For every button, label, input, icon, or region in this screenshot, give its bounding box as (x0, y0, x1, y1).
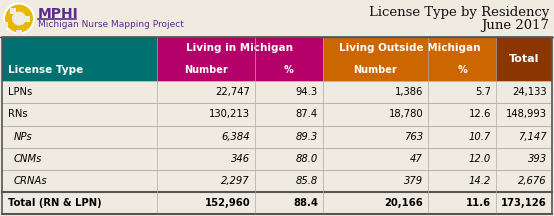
Text: 24,133: 24,133 (512, 87, 547, 97)
Bar (323, 59, 428, 81)
Text: 2,676: 2,676 (519, 176, 547, 186)
Bar (157, 37, 323, 59)
Bar (10, 8, 16, 13)
Text: 7,147: 7,147 (519, 132, 547, 141)
Text: Living in Michigan: Living in Michigan (187, 43, 294, 53)
Text: 393: 393 (528, 154, 547, 164)
Text: 346: 346 (231, 154, 250, 164)
Text: LPNs: LPNs (8, 87, 32, 97)
Bar (2, 37, 552, 214)
Bar (24, 16, 30, 22)
Bar (0, 0, 554, 37)
Text: 152,960: 152,960 (204, 198, 250, 208)
Text: Number: Number (184, 65, 228, 75)
Bar (323, 37, 496, 59)
Text: Living Outside Michigan: Living Outside Michigan (338, 43, 480, 53)
Text: 85.8: 85.8 (296, 176, 318, 186)
Circle shape (4, 3, 34, 33)
Text: License Type: License Type (8, 65, 83, 75)
Text: 20,166: 20,166 (384, 198, 423, 208)
Bar (157, 59, 255, 81)
Text: 2,297: 2,297 (222, 176, 250, 186)
Text: 10.7: 10.7 (469, 132, 491, 141)
Bar (2, 170, 552, 192)
Text: %: % (457, 65, 467, 75)
Text: 173,126: 173,126 (501, 198, 547, 208)
Text: 148,993: 148,993 (506, 110, 547, 119)
Text: %: % (284, 65, 294, 75)
Bar (2, 37, 157, 81)
Text: MPHI: MPHI (38, 8, 79, 22)
Text: NPs: NPs (14, 132, 33, 141)
Text: 12.0: 12.0 (469, 154, 491, 164)
Bar (2, 81, 552, 103)
Text: 12.6: 12.6 (469, 110, 491, 119)
Bar (496, 37, 552, 81)
Text: Total: Total (509, 54, 539, 64)
Text: 88.0: 88.0 (296, 154, 318, 164)
Bar (16, 30, 22, 35)
Text: 89.3: 89.3 (296, 132, 318, 141)
Bar (2, 22, 8, 27)
Text: CRNAs: CRNAs (14, 176, 48, 186)
Bar (2, 125, 552, 148)
Text: June 2017: June 2017 (481, 19, 549, 32)
Text: 18,780: 18,780 (388, 110, 423, 119)
Text: 88.4: 88.4 (293, 198, 318, 208)
Text: Total (RN & LPN): Total (RN & LPN) (8, 198, 101, 208)
Bar (2, 192, 552, 214)
Text: 22,747: 22,747 (215, 87, 250, 97)
Text: 6,384: 6,384 (222, 132, 250, 141)
Text: 763: 763 (404, 132, 423, 141)
Text: 130,213: 130,213 (209, 110, 250, 119)
Text: 1,386: 1,386 (394, 87, 423, 97)
Bar (255, 59, 323, 81)
Text: CNMs: CNMs (14, 154, 42, 164)
Text: 14.2: 14.2 (469, 176, 491, 186)
Text: 379: 379 (404, 176, 423, 186)
Text: 5.7: 5.7 (475, 87, 491, 97)
Bar (428, 59, 496, 81)
Text: 87.4: 87.4 (296, 110, 318, 119)
Text: Michigan Nurse Mapping Project: Michigan Nurse Mapping Project (38, 20, 184, 29)
Text: License Type by Residency: License Type by Residency (368, 6, 549, 19)
Text: 11.6: 11.6 (466, 198, 491, 208)
Text: RNs: RNs (8, 110, 28, 119)
Circle shape (12, 11, 26, 25)
Text: 94.3: 94.3 (296, 87, 318, 97)
Bar (2, 103, 552, 125)
Bar (2, 148, 552, 170)
Text: Number: Number (353, 65, 397, 75)
Text: 47: 47 (411, 154, 423, 164)
